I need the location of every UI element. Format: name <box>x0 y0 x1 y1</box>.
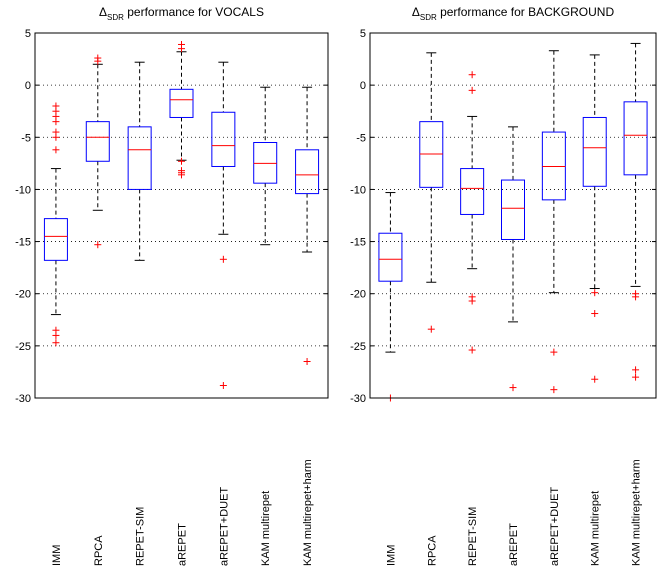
outlier-marker <box>427 325 435 333</box>
outlier-marker <box>303 358 311 365</box>
outlier-marker <box>632 366 640 374</box>
iqr-box <box>378 232 403 282</box>
title-rest: performance for VOCALS <box>124 5 264 19</box>
chart-title: ΔSDR performance for VOCALS <box>99 5 264 22</box>
box-plot <box>582 54 607 383</box>
ytick-label: -5 <box>21 132 31 144</box>
category-label: IMM <box>385 545 397 566</box>
category-label: RPCA <box>426 535 438 566</box>
box-plot <box>501 126 525 392</box>
title-delta: Δ <box>412 5 420 19</box>
outlier-marker <box>94 54 102 62</box>
iqr-box <box>541 131 566 201</box>
ytick-label: -15 <box>350 237 366 249</box>
outlier-marker <box>52 339 60 347</box>
box-plot <box>85 54 110 249</box>
chart-panel-background: ΔSDR performance for BACKGROUND 5 0 -5 -10 -1… <box>350 5 657 566</box>
outlier-marker <box>178 157 185 165</box>
chart-title: ΔSDR performance for BACKGROUND <box>412 5 615 22</box>
chart-panel-vocals: ΔSDR performance for VOCALS 5 0 -5 -10 -15 -20… <box>15 5 329 566</box>
iqr-box <box>295 149 320 195</box>
ytick-label: 0 <box>360 80 366 92</box>
iqr-box <box>501 179 525 240</box>
iqr-box <box>623 101 648 176</box>
ytick-label: -30 <box>350 393 366 405</box>
outlier-marker <box>632 373 640 381</box>
ytick-label: -25 <box>350 341 366 353</box>
box-plot <box>43 102 68 347</box>
category-label: KAM multirepet <box>590 491 602 566</box>
category-label: REPET-SIM <box>135 507 147 566</box>
ytick-label: 0 <box>25 80 31 92</box>
box-plot <box>127 61 152 261</box>
category-label: RPCA <box>93 535 105 566</box>
category-label: aREPET <box>508 523 520 566</box>
iqr-box <box>169 88 194 118</box>
outlier-marker <box>509 384 517 392</box>
category-label: KAM multirepet+harm <box>631 459 643 566</box>
outlier-marker <box>468 346 476 354</box>
outlier-marker <box>52 146 60 154</box>
category-label: aREPET <box>177 523 189 566</box>
category-label: KAM multirepet+harm <box>302 459 314 566</box>
iqr-box <box>582 116 607 187</box>
category-label: KAM multirepet <box>260 491 272 566</box>
outlier-marker <box>550 348 558 356</box>
iqr-box <box>460 168 485 215</box>
box-plot <box>419 52 444 333</box>
ytick-label: -25 <box>15 341 31 353</box>
outlier-marker <box>178 45 185 53</box>
iqr-box <box>253 142 278 184</box>
category-label: IMM <box>51 545 63 566</box>
ytick-label: 5 <box>25 28 31 40</box>
iqr-box <box>85 121 110 162</box>
outlier-marker <box>591 375 599 383</box>
outlier-marker <box>591 310 599 318</box>
outlier-marker <box>468 297 476 305</box>
outlier-marker <box>468 86 476 94</box>
axes-frame <box>34 32 329 399</box>
outlier-marker <box>52 331 60 339</box>
outlier-marker <box>632 293 640 301</box>
iqr-box <box>211 111 236 167</box>
ytick-label: -30 <box>15 393 31 405</box>
box-plot <box>253 86 278 246</box>
ytick-label: -5 <box>356 132 366 144</box>
box-plot <box>211 61 236 389</box>
ytick-label: -10 <box>350 184 366 196</box>
iqr-box <box>127 126 152 190</box>
category-label: REPET-SIM <box>467 507 479 566</box>
outlier-marker <box>219 255 227 263</box>
box-plot <box>623 42 648 381</box>
title-delta: Δ <box>99 5 107 19</box>
category-label: aREPET+DUET <box>218 487 230 566</box>
outlier-marker <box>94 241 102 249</box>
iqr-box <box>419 121 444 188</box>
outlier-marker <box>550 386 558 394</box>
box-plot <box>169 40 194 179</box>
axes-frame <box>369 32 657 399</box>
outlier-marker <box>468 71 476 79</box>
outlier-marker <box>52 133 60 141</box>
outlier-marker <box>591 289 599 297</box>
box-plot <box>541 50 566 394</box>
title-subscript: SDR <box>107 13 124 22</box>
box-plot <box>460 71 485 354</box>
outlier-marker <box>178 171 185 179</box>
outlier-marker <box>52 118 60 126</box>
ytick-label: -20 <box>350 289 366 301</box>
box-plot <box>295 86 320 365</box>
ytick-label: -20 <box>15 289 31 301</box>
title-subscript: SDR <box>420 13 437 22</box>
ytick-label: -10 <box>15 184 31 196</box>
iqr-box <box>43 218 68 261</box>
category-label: aREPET+DUET <box>549 487 561 566</box>
box-plot <box>378 192 403 402</box>
ytick-label: -15 <box>15 237 31 249</box>
outlier-marker <box>219 381 227 389</box>
title-rest: performance for BACKGROUND <box>437 5 615 19</box>
ytick-label: 5 <box>360 28 366 40</box>
